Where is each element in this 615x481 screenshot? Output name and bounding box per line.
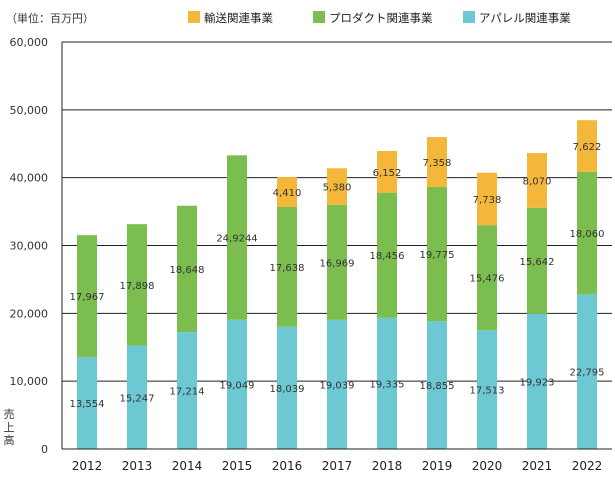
data-label: 18,039: [270, 384, 305, 395]
data-label: 17,638: [270, 263, 305, 274]
bar-segment: [277, 326, 297, 449]
y-tick-label: 60,000: [10, 36, 49, 49]
y-tick-label: 20,000: [10, 307, 49, 320]
x-tick-label: 2019: [422, 459, 453, 473]
data-label: 18,855: [420, 381, 455, 392]
data-label: 19,923: [520, 377, 555, 388]
data-label: 19,775: [420, 250, 455, 261]
data-label: 16,969: [320, 258, 355, 269]
data-label: 5,380: [323, 182, 352, 193]
y-tick-label: 0: [41, 443, 48, 456]
data-label: 6,152: [373, 168, 402, 179]
y-axis-label: 売上高: [4, 408, 15, 447]
legend-swatch: [463, 11, 475, 23]
bar-segment: [127, 224, 147, 346]
bar-segment: [77, 357, 97, 449]
x-tick-label: 2021: [522, 459, 553, 473]
bar-segment: [77, 235, 97, 358]
x-tick-label: 2020: [472, 459, 503, 473]
bar-segment: [377, 192, 397, 318]
data-label: 7,738: [473, 195, 502, 206]
bar-segment: [277, 206, 297, 327]
x-tick-label: 2013: [122, 459, 153, 473]
legend-swatch: [313, 11, 325, 23]
bar-segment: [477, 330, 497, 449]
x-tick-label: 2016: [272, 459, 303, 473]
bar-segment: [427, 137, 447, 187]
bar-segment: [527, 313, 547, 449]
data-label: 18,648: [170, 265, 205, 276]
data-label: 18,456: [370, 251, 405, 262]
data-label: 18,060: [570, 229, 605, 240]
data-label: 7,358: [423, 158, 452, 169]
data-label: 24,9244: [216, 234, 257, 245]
y-axis-label-char: 上: [4, 421, 15, 434]
x-tick-label: 2018: [372, 459, 403, 473]
y-axis-label-char: 高: [4, 433, 15, 447]
bar-segment: [327, 168, 347, 205]
data-label: 17,898: [120, 281, 155, 292]
data-label: 17,967: [70, 292, 105, 303]
x-tick-label: 2017: [322, 459, 353, 473]
bar-segment: [227, 155, 247, 320]
y-tick-label: 30,000: [10, 240, 49, 253]
legend-label: アパレル関連事業: [479, 11, 571, 25]
x-tick-label: 2012: [72, 459, 103, 473]
unit-label: （単位：百万円）: [6, 11, 94, 25]
data-label: 15,247: [120, 393, 155, 404]
data-label: 17,513: [470, 386, 505, 397]
x-tick-label: 2015: [222, 459, 253, 473]
bar-segment: [427, 186, 447, 322]
data-label: 17,214: [170, 387, 205, 398]
axes-group: 0 10,000 20,000 30,000 40,000 50,000 60,000 201…: [10, 36, 612, 473]
x-tick-label: 2014: [172, 459, 203, 473]
y-tick-label: 10,000: [10, 375, 49, 388]
bar-segment: [577, 171, 597, 295]
bar-segment: [427, 321, 447, 449]
bar-segment: [477, 225, 497, 331]
x-tick-label: 2022: [572, 459, 603, 473]
data-labels-group: 13,554 17,967 15,247 17,898 17,214 18,648 19,0…: [70, 142, 605, 410]
data-label: 7,622: [573, 142, 602, 153]
data-label: 19,039: [320, 380, 355, 391]
bar-segment: [327, 319, 347, 449]
data-label: 19,049: [220, 380, 255, 391]
bar-segment: [477, 172, 497, 226]
bar-segment: [327, 204, 347, 320]
bar-segment: [277, 177, 297, 207]
legend-label: 輸送関連事業: [204, 11, 273, 25]
y-axis-label-char: 売: [4, 408, 15, 421]
bar-segment: [377, 150, 397, 193]
legend-swatch: [188, 11, 200, 23]
legend: 輸送関連事業 プロダクト関連事業 アパレル関連事業: [188, 11, 571, 25]
bar-segment: [527, 153, 547, 208]
bar-segment: [227, 319, 247, 449]
legend-label: プロダクト関連事業: [329, 11, 433, 25]
y-tick-label: 50,000: [10, 104, 49, 117]
data-label: 19,335: [370, 379, 405, 390]
bar-segment: [177, 205, 197, 333]
bars-group: [77, 120, 597, 449]
data-label: 15,476: [470, 274, 505, 285]
bar-segment: [577, 294, 597, 449]
bar-segment: [127, 345, 147, 449]
bar-segment: [177, 332, 197, 449]
data-label: 8,070: [523, 176, 552, 187]
data-label: 4,410: [273, 188, 302, 199]
bar-segment: [577, 120, 597, 172]
bar-segment: [527, 207, 547, 314]
bar-segment: [377, 317, 397, 449]
data-label: 15,642: [520, 257, 555, 268]
data-label: 13,554: [70, 399, 105, 410]
data-label: 22,795: [570, 368, 605, 379]
y-tick-label: 40,000: [10, 172, 49, 185]
